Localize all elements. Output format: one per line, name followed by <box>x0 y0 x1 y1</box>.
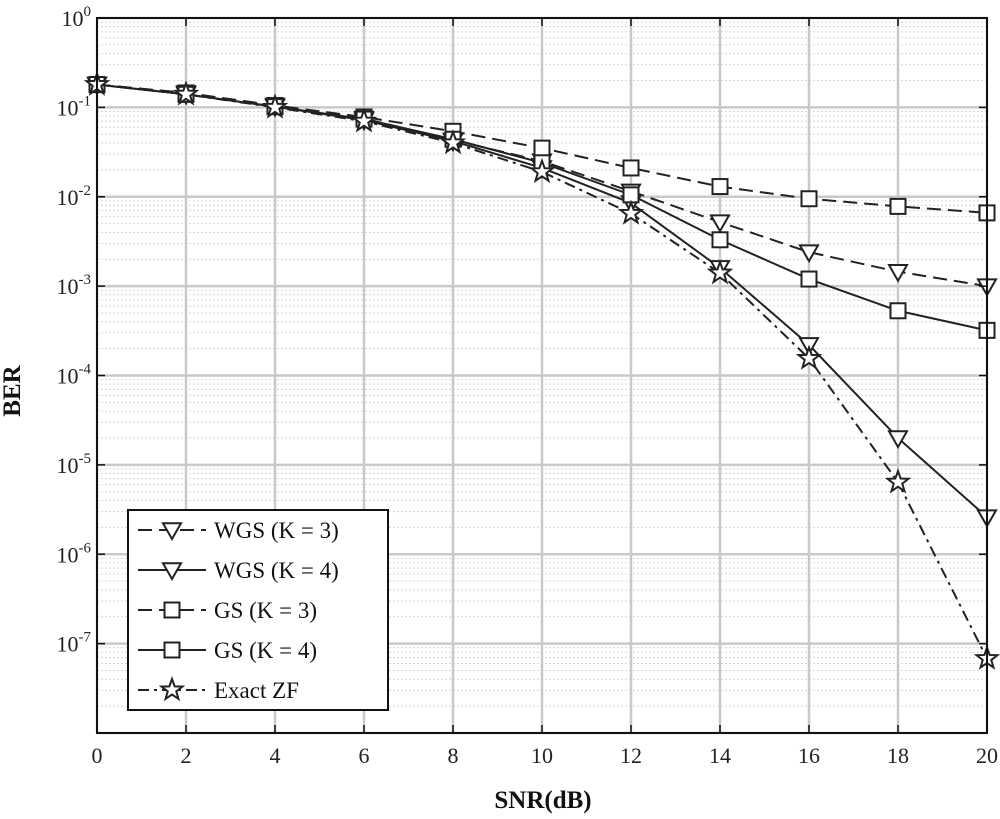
y-tick-label: 100 <box>62 4 92 31</box>
data-point <box>800 270 818 288</box>
data-point <box>350 107 378 133</box>
data-point <box>528 157 556 184</box>
x-tick-label: 18 <box>887 743 909 768</box>
series-line <box>96 83 988 660</box>
data-point <box>617 199 645 225</box>
data-point <box>884 468 912 494</box>
legend: WGS (K = 3) WGS (K = 4) GS (K = 3) GS (K = … <box>127 509 389 711</box>
data-point <box>709 214 731 234</box>
legend-marker <box>163 601 181 619</box>
data-point <box>622 159 640 177</box>
x-tick-label: 10 <box>531 743 553 768</box>
legend-label: WGS (K = 4) <box>214 558 339 583</box>
x-tick-label: 6 <box>359 743 370 768</box>
legend-marker <box>163 641 181 659</box>
data-point <box>533 139 551 157</box>
y-tick-label: 10-5 <box>57 451 92 478</box>
data-point <box>800 190 818 208</box>
x-tick-label: 12 <box>620 743 642 768</box>
data-point <box>261 93 289 119</box>
legend-label: GS (K = 4) <box>214 638 317 663</box>
legend-marker <box>161 562 183 582</box>
y-tick-label: 10-7 <box>57 630 92 657</box>
x-tick-label: 0 <box>92 743 103 768</box>
data-point <box>887 263 909 283</box>
data-point <box>795 344 823 370</box>
tick-layer: 0 2 4 6 8 10 12 14 16 18 20 100 10-1 10-2 10-3 10-4 10-5… <box>57 4 999 768</box>
data-point <box>889 302 907 320</box>
y-tick-label: 10-1 <box>57 93 92 120</box>
legend-label: Exact ZF <box>214 678 299 703</box>
data-point <box>439 128 467 155</box>
series-5 <box>83 70 1000 670</box>
x-tick-label: 14 <box>709 743 731 768</box>
legend-marker <box>158 676 186 702</box>
x-axis-label: SNR(dB) <box>494 787 591 814</box>
data-point <box>711 231 729 249</box>
legend-marker <box>161 522 183 542</box>
x-tick-label: 20 <box>976 743 998 768</box>
legend-label: GS (K = 3) <box>214 598 317 623</box>
y-tick-label: 10-2 <box>57 183 92 210</box>
data-point <box>172 80 200 106</box>
y-tick-label: 10-4 <box>57 362 92 389</box>
x-tick-label: 4 <box>270 743 281 768</box>
y-axis-label: BER <box>0 364 26 416</box>
data-point <box>798 244 820 264</box>
x-tick-label: 16 <box>798 743 820 768</box>
series-layer <box>83 70 1000 670</box>
data-point <box>887 430 909 449</box>
data-point <box>889 197 907 215</box>
y-tick-label: 10-3 <box>57 272 92 299</box>
legend-label: WGS (K = 3) <box>214 518 339 543</box>
data-point <box>711 178 729 196</box>
data-point <box>706 259 734 285</box>
y-tick-label: 10-6 <box>57 540 92 567</box>
x-tick-label: 8 <box>448 743 459 768</box>
x-tick-label: 2 <box>181 743 192 768</box>
